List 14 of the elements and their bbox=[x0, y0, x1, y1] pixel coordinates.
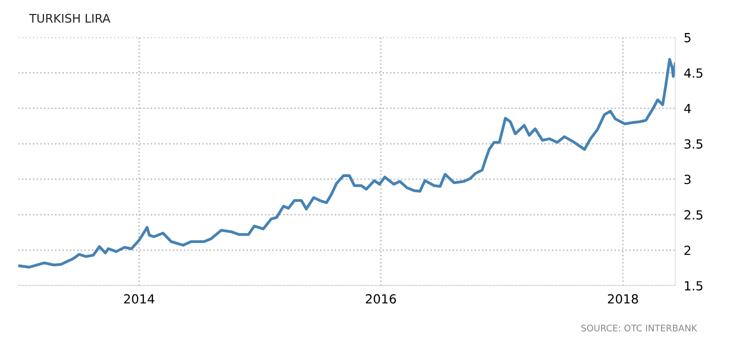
x-tick-label: 2018 bbox=[608, 294, 638, 304]
x-tick-label: 2016 bbox=[366, 294, 396, 304]
y-tick-label: 3 bbox=[684, 174, 691, 184]
y-tick-label: 1.5 bbox=[684, 281, 702, 291]
y-tick-label: 2.5 bbox=[684, 210, 702, 220]
y-tick-label: 5 bbox=[684, 33, 690, 42]
y-tick-label: 4.5 bbox=[684, 68, 702, 78]
y-tick-label: 2 bbox=[684, 246, 690, 255]
chart-title: TURKISH LIRA bbox=[29, 14, 110, 23]
source-note: SOURCE: OTC INTERBANK bbox=[581, 324, 698, 332]
x-tick-label: 2014 bbox=[124, 294, 154, 304]
line-series bbox=[18, 58, 676, 269]
y-tick-label: 3.5 bbox=[684, 139, 702, 149]
y-tick-label: 4 bbox=[684, 104, 691, 114]
